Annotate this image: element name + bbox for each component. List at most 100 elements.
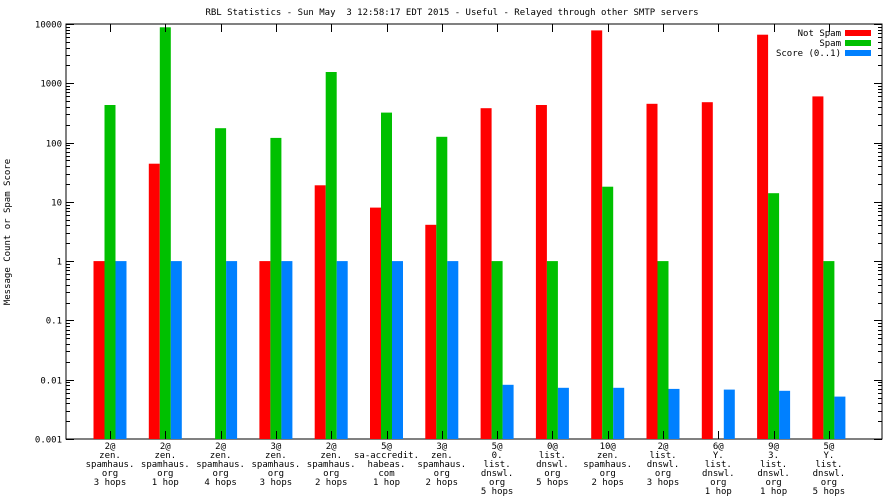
bar-not-spam — [148, 163, 160, 439]
x-tick-label-line: spamhaus. — [307, 460, 356, 470]
x-tick-label-line: 9@ — [768, 442, 779, 452]
x-tick-label-line: 2@ — [326, 442, 337, 452]
x-tick-label-line: 3. — [768, 451, 779, 461]
bar-spam — [325, 72, 337, 439]
bar-score-0-1 — [392, 261, 403, 439]
y-tick-label: 0.1 — [46, 317, 62, 327]
x-tick-label-line: org — [157, 469, 173, 479]
x-tick-label-line: spamhaus. — [86, 460, 135, 470]
x-tick-label-line: list. — [705, 460, 732, 470]
y-tick-label: 1000 — [40, 80, 62, 90]
x-tick-label-line: 5 hops — [536, 478, 569, 488]
x-tick-label-line: zen. — [99, 451, 121, 461]
x-tick-label-line: 0@ — [547, 442, 558, 452]
x-tick-label-line: zen. — [431, 451, 453, 461]
bar-score-0-1 — [723, 389, 735, 439]
x-tick-label: 6@ Y. list. dnswl. org 1 hop — [702, 442, 735, 497]
x-tick-label-line: org — [655, 469, 671, 479]
x-tick-label-line: 5@ — [492, 442, 503, 452]
bar-not-spam — [535, 105, 547, 439]
x-tick-label-line: org — [212, 469, 228, 479]
x-tick-label-line: sa-accredit. — [354, 451, 419, 461]
x-tick-label-line: org — [323, 469, 339, 479]
bar-not-spam — [93, 261, 105, 439]
bar-spam — [159, 27, 171, 440]
x-tick-label-line: dnswl. — [702, 469, 735, 479]
bar-score-0-1 — [281, 261, 293, 439]
legend-label: Spam — [819, 39, 841, 49]
bar-not-spam — [370, 207, 381, 439]
x-tick-label: 9@ 3. list. dnswl. org 1 hop — [757, 442, 790, 497]
bar-score-0-1 — [447, 261, 459, 439]
bar-spam — [823, 261, 835, 439]
x-tick-label-line: zen. — [210, 451, 232, 461]
x-tick-label-line: 3@ — [270, 442, 281, 452]
legend-swatch — [845, 30, 871, 36]
x-tick-label-line: dnswl. — [757, 469, 790, 479]
x-tick-label: 2@ zen. spamhaus. org 2 hops — [307, 442, 356, 488]
bar-not-spam — [812, 96, 824, 440]
legend-swatch — [845, 50, 871, 56]
x-tick-label-line: dnswl. — [536, 460, 569, 470]
x-tick-label-line: 1 hop — [705, 487, 732, 497]
bar-spam — [602, 186, 614, 439]
x-tick-label-line: dnswl. — [647, 460, 680, 470]
bar-not-spam — [591, 30, 603, 440]
bar-score-0-1 — [226, 261, 238, 439]
bar-spam — [215, 128, 227, 439]
x-tick-label-line: habeas. — [368, 460, 406, 470]
bar-score-0-1 — [502, 384, 514, 439]
x-tick-label-line: 0. — [492, 451, 503, 461]
x-tick-label-line: spamhaus. — [252, 460, 301, 470]
x-tick-label: 10@ zen. spamhaus. org 2 hops — [583, 442, 632, 488]
x-tick-label-line: list. — [649, 451, 676, 461]
x-tick-label-line: 5 hops — [813, 487, 846, 497]
x-tick-label-line: 1 hop — [373, 478, 400, 488]
bar-score-0-1 — [115, 261, 127, 439]
x-tick-label-line: 5@ — [381, 442, 392, 452]
x-tick-label-line: org — [710, 478, 726, 488]
x-tick-label-line: org — [544, 469, 560, 479]
x-tick-label-line: 2@ — [215, 442, 226, 452]
y-tick-label: 100 — [46, 140, 62, 150]
bar-spam — [270, 137, 282, 439]
bar-score-0-1 — [613, 387, 625, 439]
x-tick-label-line: list. — [760, 460, 787, 470]
x-tick-label-line: zen. — [597, 451, 619, 461]
x-tick-label-line: 3 hops — [94, 478, 127, 488]
x-tick-label-line: 6@ — [713, 442, 724, 452]
bar-spam — [546, 261, 558, 439]
x-tick-label-line: 3 hops — [647, 478, 680, 488]
x-tick-label-line: 5 hops — [481, 487, 514, 497]
x-tick-label-line: spamhaus. — [417, 460, 466, 470]
x-tick-label: 2@ list. dnswl. org 3 hops — [647, 442, 680, 488]
bar-not-spam — [646, 103, 658, 440]
plot-frame — [65, 23, 883, 440]
bar-score-0-1 — [834, 396, 846, 439]
legend-label: Score (0..1) — [776, 49, 841, 59]
x-tick-label-line: 1 hop — [152, 478, 179, 488]
y-tick-label: 10000 — [35, 21, 62, 31]
y-tick-label: 0.001 — [35, 436, 62, 446]
x-tick-label: 5@ Y. list. dnswl. org 5 hops — [813, 442, 846, 497]
bar-not-spam — [757, 34, 769, 439]
x-tick-label-line: 2@ — [105, 442, 116, 452]
legend-label: Not Spam — [798, 29, 841, 39]
x-tick-label-line: org — [765, 478, 781, 488]
x-tick-label: 3@ zen. spamhaus. org 3 hops — [252, 442, 301, 488]
y-tick-label: 0.01 — [40, 377, 62, 387]
x-tick-label-line: dnswl. — [481, 469, 514, 479]
bar-not-spam — [701, 102, 713, 439]
bar-score-0-1 — [336, 261, 348, 439]
x-tick-label-line: 3 hops — [260, 478, 293, 488]
bar-not-spam — [259, 261, 271, 439]
x-tick-label-line: 1 hop — [760, 487, 787, 497]
x-tick-label: 2@ zen. spamhaus. org 1 hop — [141, 442, 190, 488]
x-tick-label-line: zen. — [320, 451, 342, 461]
x-tick-label-line: Y. — [713, 451, 724, 461]
x-tick-label-line: 2 hops — [315, 478, 348, 488]
x-tick-label-line: spamhaus. — [196, 460, 245, 470]
x-tick-label-line: zen. — [154, 451, 176, 461]
